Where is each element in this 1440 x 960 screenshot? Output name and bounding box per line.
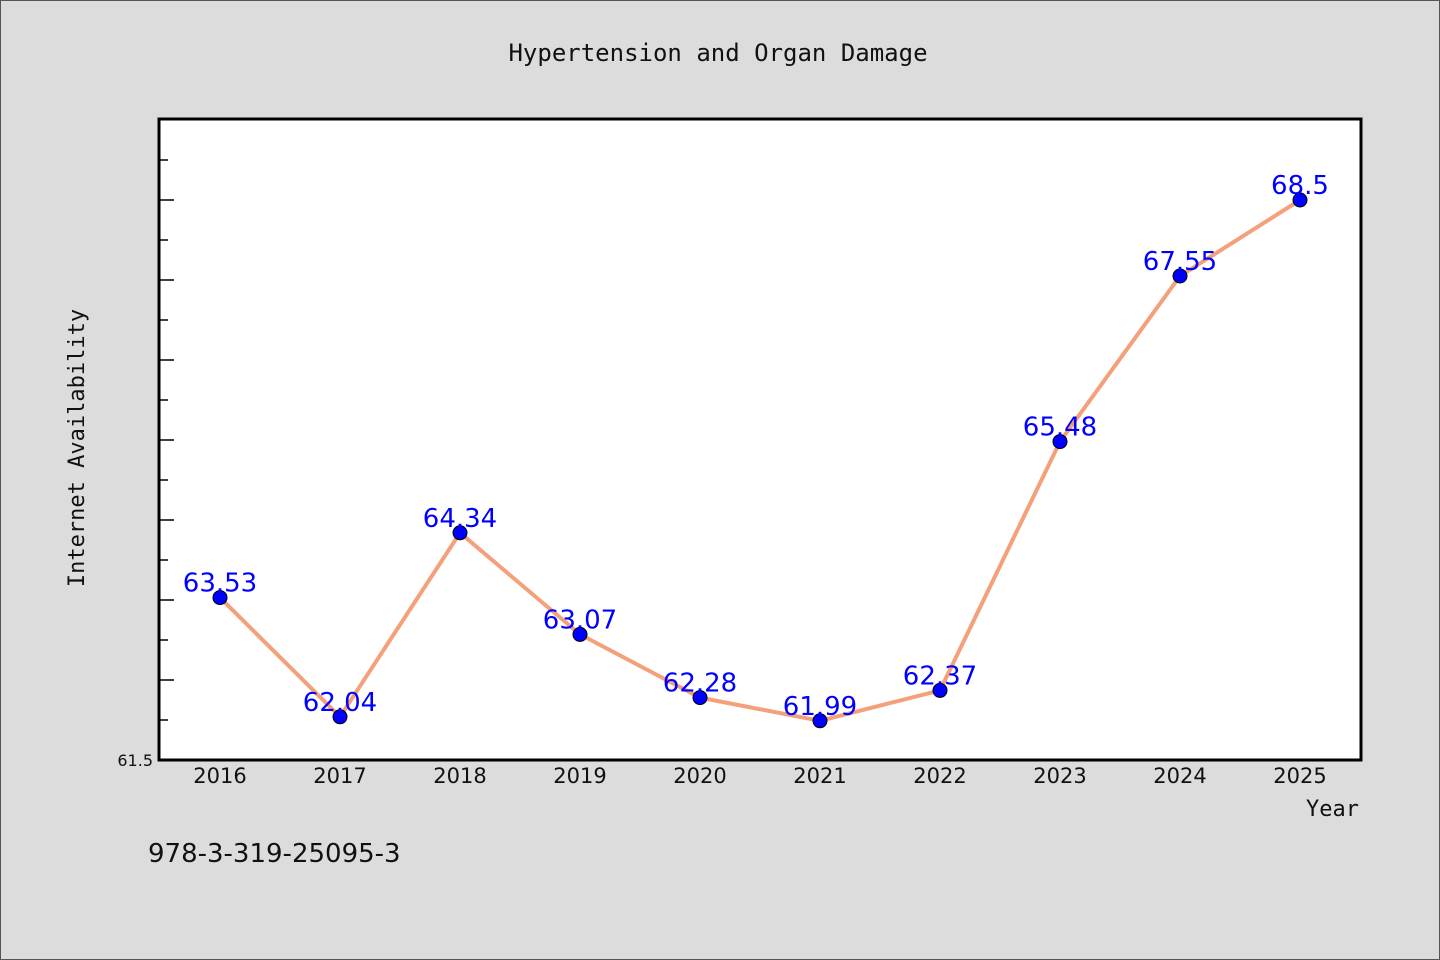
data-label: 64.34: [423, 504, 497, 534]
y-axis-label: Internet Availability: [65, 309, 90, 587]
x-tick-label: 2019: [553, 764, 606, 788]
x-axis-label: Year: [1306, 797, 1359, 822]
data-label: 65.48: [1023, 413, 1097, 443]
data-point: [572, 626, 588, 642]
series-markers: [212, 192, 1308, 729]
x-tick-label: 2025: [1273, 764, 1326, 788]
data-point: [812, 713, 828, 729]
data-point: [452, 525, 468, 541]
x-tick-label: 2016: [193, 764, 246, 788]
y-axis-ticks: [160, 159, 174, 721]
data-label: 63.53: [183, 569, 257, 599]
x-tick-label: 2020: [673, 764, 726, 788]
series-line: [218, 198, 1302, 723]
chart-title: Hypertension and Organ Damage: [508, 39, 927, 67]
y-min-label: 61.5: [117, 751, 153, 770]
data-label: 67.55: [1143, 247, 1217, 277]
x-tick-label: 2018: [433, 764, 486, 788]
x-axis-tick-labels: 2016 2017 2018 2019 2020 2021 2022 2023 2024 2025: [193, 764, 1326, 788]
x-tick-label: 2021: [793, 764, 846, 788]
data-point: [212, 590, 228, 606]
series-line-group: [218, 198, 1302, 723]
data-label: 63.07: [543, 605, 617, 635]
data-label: 61.99: [783, 692, 857, 722]
x-tick-label: 2022: [913, 764, 966, 788]
data-label: 62.04: [303, 688, 377, 718]
data-label: 62.28: [663, 669, 737, 699]
data-point: [932, 682, 948, 698]
data-label: 62.37: [903, 661, 977, 691]
data-point: [1052, 434, 1068, 450]
data-label: 68.5: [1271, 171, 1329, 201]
x-tick-label: 2017: [313, 764, 366, 788]
footnote: 978-3-319-25095-3: [148, 839, 401, 869]
data-point: [1292, 192, 1308, 208]
x-tick-label: 2023: [1033, 764, 1086, 788]
data-point: [1172, 268, 1188, 284]
plot-area: [157, 117, 1363, 762]
data-labels: 63.53 62.04 64.34 63.07 62.28 61.99 62.37 65.48…: [183, 171, 1329, 722]
x-tick-label: 2024: [1153, 764, 1206, 788]
data-point: [692, 690, 708, 706]
data-point: [332, 709, 348, 725]
